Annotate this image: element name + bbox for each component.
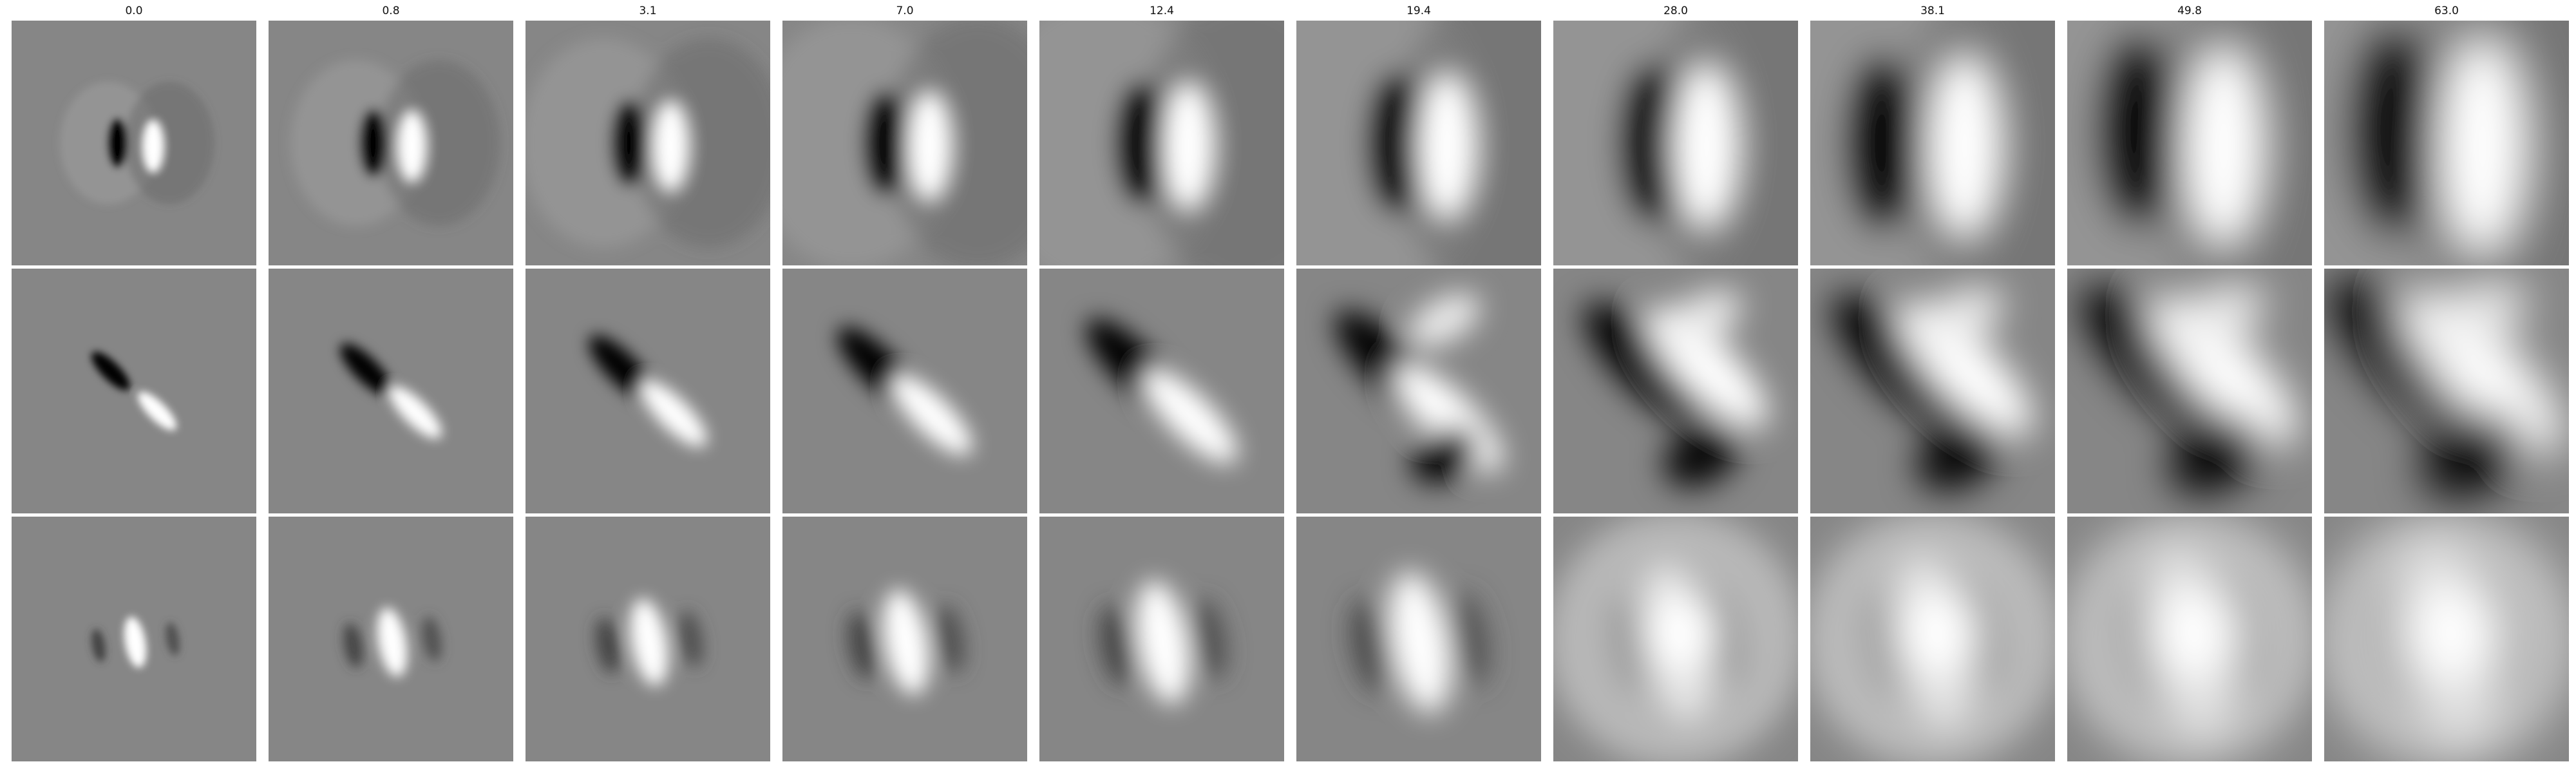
receptive-field-image bbox=[782, 21, 1027, 265]
receptive-field-image bbox=[2067, 21, 2312, 265]
column-title-8: 49.8 bbox=[2177, 5, 2202, 17]
column-title-1: 0.8 bbox=[382, 5, 400, 17]
receptive-field-tile-r2-c9 bbox=[2324, 517, 2569, 761]
receptive-field-tile-r1-c2 bbox=[526, 269, 770, 513]
receptive-field-tile-r1-c9 bbox=[2324, 269, 2569, 513]
receptive-field-image bbox=[1810, 269, 2055, 513]
column-title-5: 19.4 bbox=[1406, 5, 1431, 17]
column-title-7: 38.1 bbox=[1920, 5, 1945, 17]
column-title-2: 3.1 bbox=[639, 5, 657, 17]
receptive-field-image bbox=[782, 517, 1027, 761]
receptive-field-tile-r1-c0 bbox=[12, 269, 256, 513]
receptive-field-image bbox=[1553, 269, 1798, 513]
receptive-field-tile-r2-c0 bbox=[12, 517, 256, 761]
receptive-field-image bbox=[269, 517, 513, 761]
column-title-9: 63.0 bbox=[2434, 5, 2459, 17]
receptive-field-image bbox=[12, 269, 256, 513]
receptive-field-tile-r2-c2 bbox=[526, 517, 770, 761]
receptive-field-tile-r0-c3 bbox=[782, 21, 1027, 265]
receptive-field-image bbox=[269, 269, 513, 513]
receptive-field-image bbox=[12, 517, 256, 761]
receptive-field-image bbox=[782, 269, 1027, 513]
receptive-field-tile-r0-c0 bbox=[12, 21, 256, 265]
receptive-field-image bbox=[2324, 517, 2569, 761]
column-title-0: 0.0 bbox=[125, 5, 143, 17]
column-title-6: 28.0 bbox=[1663, 5, 1688, 17]
receptive-field-tile-r2-c4 bbox=[1039, 517, 1284, 761]
receptive-field-image bbox=[269, 21, 513, 265]
receptive-field-image bbox=[526, 517, 770, 761]
receptive-field-tile-r1-c6 bbox=[1553, 269, 1798, 513]
receptive-field-image bbox=[2067, 269, 2312, 513]
receptive-field-tile-r1-c7 bbox=[1810, 269, 2055, 513]
receptive-field-image bbox=[1039, 517, 1284, 761]
receptive-field-tile-r1-c4 bbox=[1039, 269, 1284, 513]
receptive-field-tile-r1-c8 bbox=[2067, 269, 2312, 513]
receptive-field-image bbox=[12, 21, 256, 265]
receptive-field-tile-r1-c5 bbox=[1296, 269, 1541, 513]
receptive-field-image bbox=[1553, 517, 1798, 761]
receptive-field-image bbox=[1296, 21, 1541, 265]
receptive-field-image bbox=[1296, 517, 1541, 761]
receptive-field-image bbox=[1810, 21, 2055, 265]
receptive-field-tile-r2-c6 bbox=[1553, 517, 1798, 761]
receptive-field-tile-r1-c1 bbox=[269, 269, 513, 513]
receptive-field-tile-r2-c5 bbox=[1296, 517, 1541, 761]
receptive-field-tile-r0-c5 bbox=[1296, 21, 1541, 265]
receptive-field-tile-r0-c2 bbox=[526, 21, 770, 265]
receptive-field-tile-r0-c9 bbox=[2324, 21, 2569, 265]
receptive-field-image bbox=[1296, 269, 1541, 513]
receptive-field-image bbox=[1553, 21, 1798, 265]
receptive-field-image bbox=[2324, 269, 2569, 513]
receptive-field-tile-r1-c3 bbox=[782, 269, 1027, 513]
receptive-field-image bbox=[2324, 21, 2569, 265]
receptive-field-image bbox=[1039, 21, 1284, 265]
receptive-field-image bbox=[526, 21, 770, 265]
receptive-field-image bbox=[526, 269, 770, 513]
receptive-field-image bbox=[1810, 517, 2055, 761]
column-title-3: 7.0 bbox=[896, 5, 914, 17]
receptive-field-tile-r2-c7 bbox=[1810, 517, 2055, 761]
receptive-field-tile-r2-c3 bbox=[782, 517, 1027, 761]
receptive-field-tile-r0-c4 bbox=[1039, 21, 1284, 265]
column-title-4: 12.4 bbox=[1150, 5, 1174, 17]
receptive-field-tile-r0-c8 bbox=[2067, 21, 2312, 265]
receptive-field-image bbox=[1039, 269, 1284, 513]
receptive-field-tile-r0-c1 bbox=[269, 21, 513, 265]
receptive-field-image bbox=[2067, 517, 2312, 761]
receptive-field-tile-r0-c7 bbox=[1810, 21, 2055, 265]
receptive-field-tile-r2-c8 bbox=[2067, 517, 2312, 761]
receptive-field-tile-r2-c1 bbox=[269, 517, 513, 761]
receptive-field-tile-r0-c6 bbox=[1553, 21, 1798, 265]
